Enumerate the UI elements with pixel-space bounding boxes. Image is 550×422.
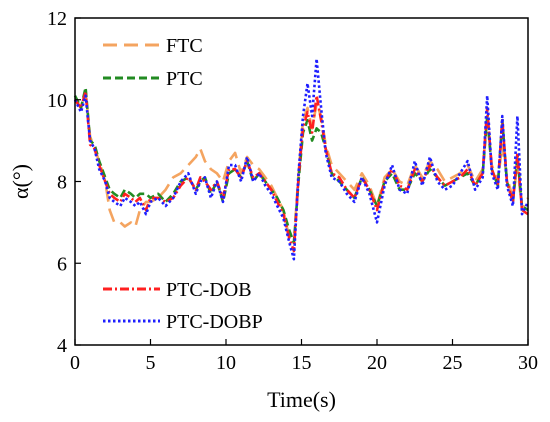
plot-frame [74, 17, 529, 346]
x-tick-label: 0 [70, 352, 80, 374]
y-tick-label: 6 [57, 253, 67, 275]
y-tick-label: 10 [47, 90, 67, 112]
legend-label-ptc-dob: PTC-DOB [166, 279, 252, 301]
x-tick-label: 10 [216, 352, 236, 374]
series-line-ptc-dob [73, 90, 529, 253]
series-line-ptc-dobp [73, 57, 530, 261]
x-tick-label: 20 [367, 352, 387, 374]
x-tick-label: 5 [146, 352, 156, 374]
legend-layer: FTC PTC PTC-DOB PTC-DOBP [103, 35, 263, 333]
legend-label-ptc-dobp: PTC-DOBP [166, 311, 263, 333]
y-tick-label: 12 [47, 8, 67, 30]
x-tick-label: 25 [443, 352, 463, 374]
x-axis-label: Time(s) [267, 387, 336, 412]
series-layer [73, 57, 530, 261]
legend-label-ptc: PTC [166, 68, 203, 90]
x-tick-label: 15 [292, 352, 312, 374]
y-tick-label: 4 [57, 335, 67, 357]
series-line-ptc [73, 86, 529, 245]
y-axis-label: α(°) [8, 164, 33, 199]
series-line-ftc [73, 90, 530, 245]
y-tick-label: 8 [57, 172, 67, 194]
tick-layer: 0 5 10 15 20 25 30 4 6 8 10 12 [47, 8, 538, 374]
x-tick-label: 30 [518, 352, 538, 374]
legend-label-ftc: FTC [166, 35, 203, 57]
